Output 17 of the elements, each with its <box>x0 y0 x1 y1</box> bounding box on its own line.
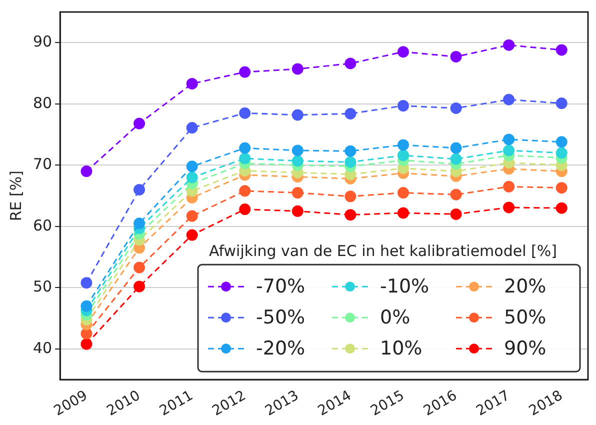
y-tick-label: 50 <box>32 278 52 296</box>
legend-label: -10% <box>380 276 430 298</box>
legend-label: 50% <box>504 306 546 329</box>
legend-label: -20% <box>256 338 306 360</box>
legend-label: -50% <box>256 306 306 329</box>
y-tick-label: 90 <box>32 32 52 51</box>
y-tick-label: 60 <box>32 216 52 234</box>
y-tick-label: 70 <box>32 155 52 174</box>
legend-label: 10% <box>380 338 422 360</box>
legend-label: 20% <box>504 276 546 298</box>
legend-label: 0% <box>380 306 410 329</box>
legend-title: Afwijking van de EC in het kalibratiemodel [%] <box>209 242 557 260</box>
y-tick-label: 80 <box>32 94 52 112</box>
y-tick-label: 40 <box>32 338 52 357</box>
legend-label: 90% <box>504 338 546 360</box>
y-axis-title: RE [%] <box>6 170 25 222</box>
legend-label: -70% <box>256 276 306 298</box>
